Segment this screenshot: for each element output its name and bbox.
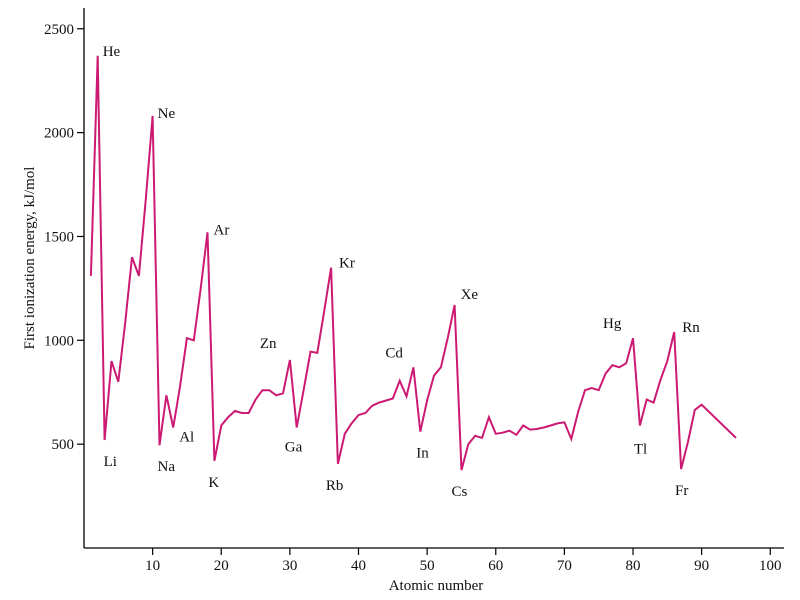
x-tick-label: 30 xyxy=(282,558,297,574)
ticks: 10 20 30 40 50 60 70 80 90 100 500 1000 1500 2000 2500 xyxy=(44,22,782,574)
element-label-in: In xyxy=(416,446,429,462)
element-label-kr: Kr xyxy=(339,256,355,272)
x-axis-title: Atomic number xyxy=(389,578,484,594)
element-label-xe: Xe xyxy=(461,287,479,303)
element-label-li: Li xyxy=(104,454,117,470)
x-tick-label: 70 xyxy=(557,558,572,574)
x-tick-label: 60 xyxy=(488,558,503,574)
x-tick-label: 20 xyxy=(214,558,229,574)
y-tick-label: 2500 xyxy=(44,22,74,38)
element-label-he: He xyxy=(103,44,121,60)
y-axis-title: First ionization energy, kJ/mol xyxy=(22,167,38,350)
x-tick-label: 40 xyxy=(351,558,366,574)
element-label-ar: Ar xyxy=(214,222,230,238)
x-tick-label: 100 xyxy=(759,558,782,574)
x-tick-label: 90 xyxy=(694,558,709,574)
element-label-zn: Zn xyxy=(260,336,277,352)
element-label-fr: Fr xyxy=(675,483,688,499)
series-line xyxy=(89,55,737,471)
y-tick-label: 1000 xyxy=(44,333,74,349)
element-label-ne: Ne xyxy=(158,106,176,122)
element-label-ga: Ga xyxy=(285,440,303,456)
x-tick-label: 80 xyxy=(626,558,641,574)
y-tick-label: 2000 xyxy=(44,126,74,142)
x-tick-label: 10 xyxy=(145,558,160,574)
element-label-tl: Tl xyxy=(634,441,647,457)
x-tick-label: 50 xyxy=(420,558,435,574)
element-label-cd: Cd xyxy=(385,345,403,361)
element-label-k: K xyxy=(208,475,219,491)
element-label-na: Na xyxy=(157,459,175,475)
element-label-rn: Rn xyxy=(682,320,700,336)
y-tick-label: 500 xyxy=(52,437,75,453)
element-label-rb: Rb xyxy=(326,478,344,494)
y-tick-label: 1500 xyxy=(44,229,74,245)
axes xyxy=(83,8,784,549)
element-label-al: Al xyxy=(179,430,194,446)
element-label-cs: Cs xyxy=(451,484,467,500)
element-label-hg: Hg xyxy=(603,316,622,332)
series xyxy=(89,55,737,471)
